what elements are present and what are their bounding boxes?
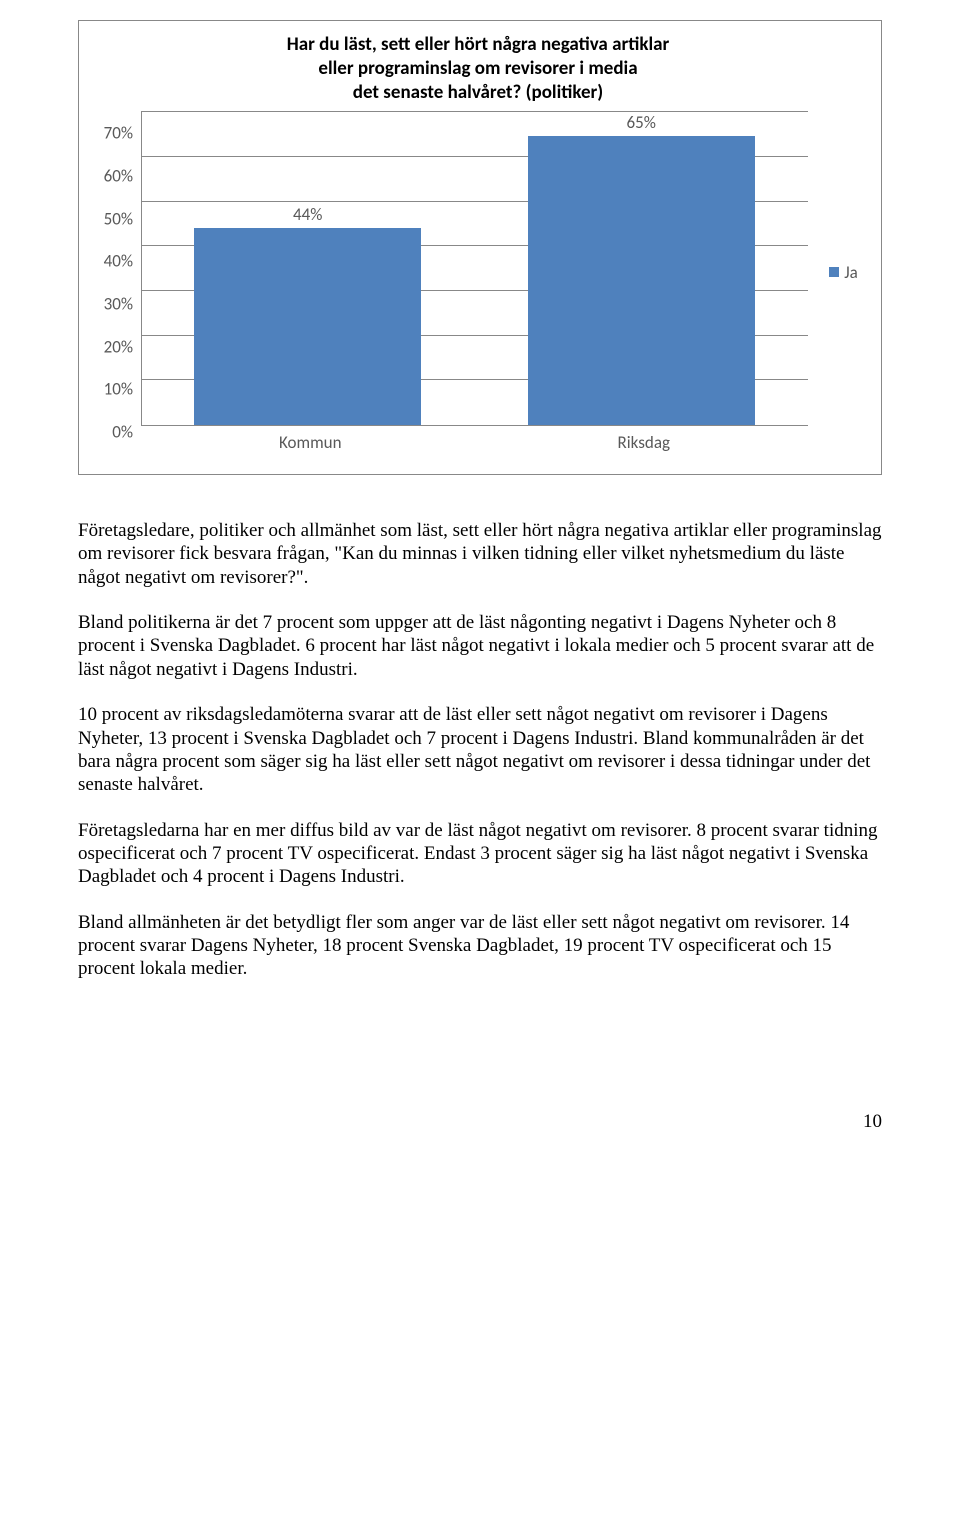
plot-area: 44% 65% [141,112,808,426]
x-tick: Riksdag [618,432,670,453]
bar [194,228,421,425]
paragraph: Bland allmänheten är det betydligt fler … [78,911,882,981]
bar-value-label: 44% [293,204,322,225]
chart-title-line: det senaste halvåret? (politiker) [353,81,603,104]
paragraph: Bland politikerna är det 7 procent som u… [78,611,882,681]
bar-chart: Har du läst, sett eller hört några negat… [78,20,882,475]
paragraph: Företagsledare, politiker och allmänhet … [78,519,882,589]
chart-title-line: Har du läst, sett eller hört några negat… [287,33,670,56]
page-number: 10 [78,1111,882,1133]
paragraph: Företagsledarna har en mer diffus bild a… [78,819,882,889]
paragraph: 10 procent av riksdagsledamöterna svarar… [78,703,882,796]
y-tick: 60% [104,165,133,186]
y-tick: 20% [104,336,133,357]
body-text: Företagsledare, politiker och allmänhet … [78,519,882,981]
bar-kommun: 44% [194,112,421,425]
bar-value-label: 65% [627,112,656,133]
legend-swatch [829,267,839,277]
y-tick: 30% [104,293,133,314]
y-tick: 10% [104,379,133,400]
y-tick: 50% [104,208,133,229]
legend-label: Ja [844,262,858,283]
chart-title: Har du läst, sett eller hört några negat… [85,33,871,104]
y-tick: 40% [104,251,133,272]
chart-body: 70% 60% 50% 40% 30% 20% 10% 0% [85,112,871,462]
bar [528,136,755,425]
bars-container: 44% 65% [141,112,808,425]
chart-title-line: eller programinslag om revisorer i media [318,57,637,80]
x-tick: Kommun [279,432,342,453]
legend: Ja [816,112,871,462]
document-page: Har du läst, sett eller hört några negat… [0,0,960,1173]
y-axis: 70% 60% 50% 40% 30% 20% 10% 0% [85,112,133,462]
legend-item: Ja [829,262,858,283]
x-axis: Kommun Riksdag [141,426,808,462]
y-tick: 70% [104,123,133,144]
bar-riksdag: 65% [528,112,755,425]
y-tick: 0% [112,421,133,442]
plot: 44% 65% Kommun Riksdag [141,112,808,462]
